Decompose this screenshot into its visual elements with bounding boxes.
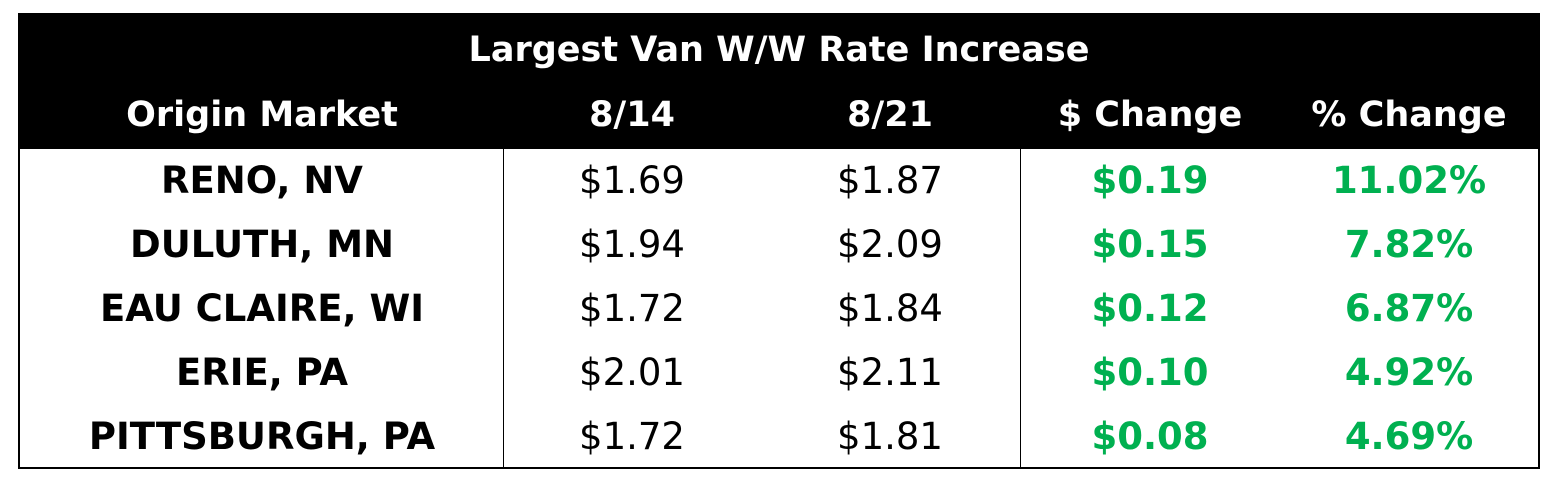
percent-change-cell: 11.02% bbox=[1331, 159, 1487, 202]
rate-8-14-cell: $1.69 bbox=[579, 159, 685, 202]
rate-8-21-cell: $2.09 bbox=[837, 223, 943, 266]
rate-8-14-cell: $1.72 bbox=[579, 287, 685, 330]
rate-8-21-cell: $2.11 bbox=[837, 351, 943, 394]
table-header: Largest Van W/W Rate Increase Origin Mar… bbox=[20, 15, 1538, 149]
table-row: PITTSBURGH, PA $1.72 $1.81 $0.08 4.69% bbox=[20, 405, 1538, 469]
origin-market-cell: PITTSBURGH, PA bbox=[88, 415, 436, 458]
rate-8-14-cell: $2.01 bbox=[579, 351, 685, 394]
percent-change-cell: 4.92% bbox=[1344, 351, 1474, 394]
rate-increase-table: Largest Van W/W Rate Increase Origin Mar… bbox=[18, 13, 1540, 469]
dollar-change-cell: $0.10 bbox=[1091, 351, 1209, 394]
origin-market-cell: DULUTH, MN bbox=[130, 223, 394, 266]
percent-change-cell: 4.69% bbox=[1344, 415, 1474, 458]
origin-market-cell: ERIE, PA bbox=[175, 351, 349, 394]
percent-change-cell: 7.82% bbox=[1344, 223, 1474, 266]
rate-8-14-cell: $1.72 bbox=[579, 415, 685, 458]
column-divider bbox=[503, 149, 504, 469]
rate-8-21-cell: $1.81 bbox=[837, 415, 943, 458]
percent-change-cell: 6.87% bbox=[1344, 287, 1474, 330]
table-title: Largest Van W/W Rate Increase bbox=[468, 30, 1090, 70]
rate-8-14-cell: $1.94 bbox=[579, 223, 685, 266]
dollar-change-cell: $0.19 bbox=[1091, 159, 1209, 202]
table-row: EAU CLAIRE, WI $1.72 $1.84 $0.12 6.87% bbox=[20, 277, 1538, 341]
column-divider bbox=[1020, 149, 1021, 469]
origin-market-cell: EAU CLAIRE, WI bbox=[99, 287, 425, 330]
rate-8-21-cell: $1.84 bbox=[837, 287, 943, 330]
dollar-change-cell: $0.12 bbox=[1091, 287, 1209, 330]
dollar-change-cell: $0.08 bbox=[1091, 415, 1209, 458]
table-row: RENO, NV $1.69 $1.87 $0.19 11.02% bbox=[20, 149, 1538, 213]
dollar-change-cell: $0.15 bbox=[1091, 223, 1209, 266]
origin-market-cell: RENO, NV bbox=[161, 159, 363, 202]
column-header-percent-change: % Change bbox=[1311, 95, 1507, 135]
table-row: DULUTH, MN $1.94 $2.09 $0.15 7.82% bbox=[20, 213, 1538, 277]
column-header-8-14: 8/14 bbox=[589, 95, 675, 135]
column-header-origin-market: Origin Market bbox=[126, 95, 398, 135]
column-header-8-21: 8/21 bbox=[847, 95, 933, 135]
table-row: ERIE, PA $2.01 $2.11 $0.10 4.92% bbox=[20, 341, 1538, 405]
column-header-dollar-change: $ Change bbox=[1057, 95, 1243, 135]
rate-8-21-cell: $1.87 bbox=[837, 159, 943, 202]
